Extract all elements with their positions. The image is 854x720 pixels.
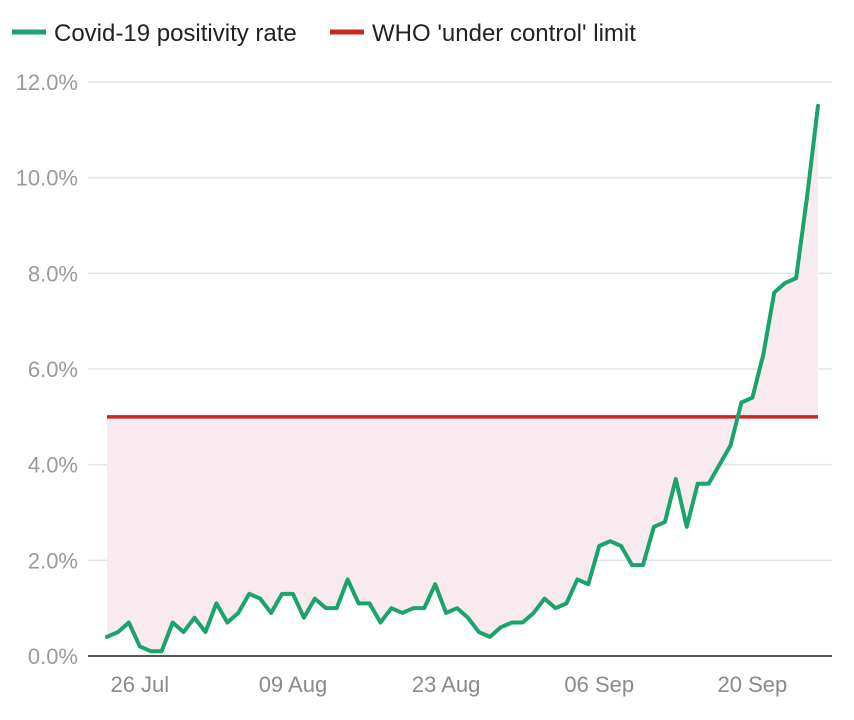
legend: Covid-19 positivity rate WHO 'under cont…: [12, 20, 636, 47]
legend-label-positivity: Covid-19 positivity rate: [54, 20, 297, 47]
positivity-rate-line: [105, 103, 820, 654]
y-tick-label: 6.0%: [28, 357, 78, 382]
x-tick-label: 09 Aug: [259, 672, 328, 697]
y-axis-ticks: 0.0% 2.0% 4.0% 6.0% 8.0% 10.0% 12.0%: [16, 70, 78, 669]
x-tick-label: 26 Jul: [110, 672, 169, 697]
y-tick-label: 0.0%: [28, 644, 78, 669]
x-tick-label: 06 Sep: [564, 672, 634, 697]
x-tick-label: 20 Sep: [718, 672, 788, 697]
y-tick-label: 8.0%: [28, 261, 78, 286]
x-axis-ticks: 26 Jul 09 Aug 23 Aug 06 Sep 20 Sep: [110, 672, 787, 697]
x-tick-label: 23 Aug: [412, 672, 481, 697]
y-tick-label: 4.0%: [28, 453, 78, 478]
legend-label-who-limit: WHO 'under control' limit: [372, 20, 636, 47]
y-tick-label: 12.0%: [16, 70, 78, 95]
y-tick-label: 10.0%: [16, 166, 78, 191]
y-tick-label: 2.0%: [28, 548, 78, 573]
gap-fill-area: [107, 105, 818, 652]
